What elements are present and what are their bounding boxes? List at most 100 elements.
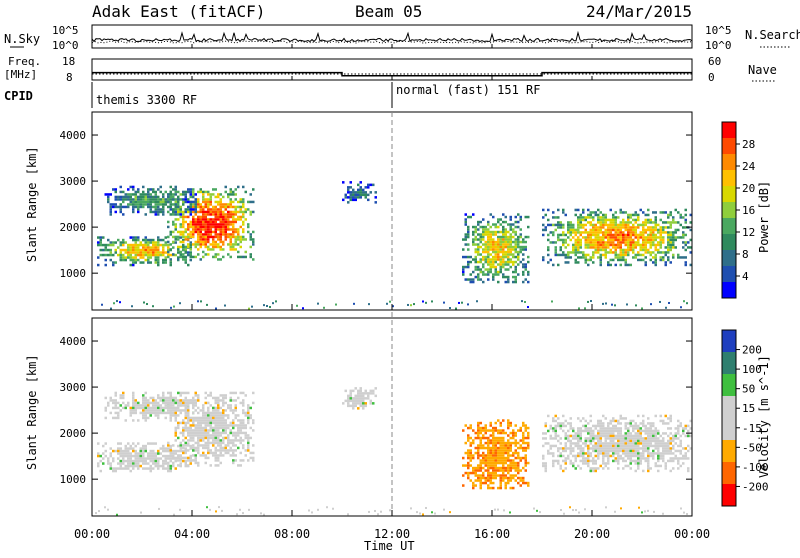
data-cell (624, 464, 627, 468)
data-cell (184, 190, 187, 194)
data-cell (502, 273, 505, 276)
data-cell (494, 230, 497, 234)
data-cell (202, 193, 205, 196)
data-cell (227, 406, 230, 410)
data-cell (577, 238, 580, 242)
data-cell (137, 246, 140, 249)
data-cell (627, 251, 630, 254)
data-cell (564, 424, 567, 428)
data-cell (579, 246, 582, 249)
data-cell (104, 454, 107, 458)
data-cell (152, 396, 155, 400)
data-cell (622, 444, 625, 448)
data-cell (249, 245, 252, 249)
data-cell (647, 462, 650, 465)
data-cell (124, 198, 127, 201)
data-cell (342, 181, 345, 184)
data-cell (154, 248, 157, 252)
data-cell (569, 223, 572, 227)
data-cell (624, 459, 627, 463)
data-cell (494, 258, 497, 261)
data-cell (359, 186, 362, 189)
data-cell (119, 241, 122, 244)
data-cell (509, 469, 512, 472)
data-cell (187, 416, 190, 420)
data-cell (174, 241, 177, 244)
data-cell (499, 466, 502, 470)
data-cell (499, 250, 502, 254)
data-cell (119, 253, 122, 257)
data-cell (477, 275, 480, 279)
data-cell (344, 193, 347, 197)
data-cell (509, 225, 512, 229)
data-cell (619, 221, 622, 224)
data-cell (484, 461, 487, 465)
data-cell (237, 230, 240, 234)
data-cell (602, 422, 605, 425)
data-cell (614, 248, 617, 252)
data-cell (574, 213, 577, 217)
clutter-cell (221, 509, 223, 512)
data-cell (174, 190, 177, 194)
data-cell (569, 439, 572, 443)
data-cell (204, 444, 207, 447)
data-cell (622, 437, 625, 440)
data-cell (669, 469, 672, 473)
data-cell (134, 406, 137, 410)
data-cell (359, 397, 362, 400)
data-cell (482, 263, 485, 266)
data-cell (504, 481, 507, 485)
data-cell (499, 449, 502, 452)
noise-right-label: N.Search (745, 28, 800, 42)
data-cell (217, 449, 220, 452)
data-cell (524, 268, 527, 271)
data-cell (599, 228, 602, 232)
data-cell (174, 396, 177, 400)
data-cell (607, 467, 610, 470)
data-cell (119, 208, 122, 211)
data-cell (229, 198, 232, 201)
data-cell (612, 437, 615, 440)
data-cell (204, 243, 207, 246)
data-cell (152, 253, 155, 257)
data-cell (232, 223, 235, 226)
data-cell (102, 243, 105, 247)
clutter-cell (626, 303, 628, 306)
data-cell (617, 258, 620, 262)
data-cell (197, 419, 200, 422)
data-cell (207, 444, 210, 447)
data-cell (652, 444, 655, 448)
data-cell (522, 446, 525, 450)
data-cell (509, 441, 512, 445)
data-cell (222, 220, 225, 224)
clutter-cell (179, 508, 181, 511)
data-cell (477, 474, 480, 477)
data-cell (624, 258, 627, 262)
data-cell (104, 416, 107, 420)
data-cell (562, 241, 565, 244)
data-cell (147, 457, 150, 460)
data-cell (514, 449, 517, 452)
data-cell (179, 253, 182, 256)
data-cell (247, 436, 250, 440)
data-cell (217, 258, 220, 261)
data-cell (624, 243, 627, 247)
data-cell (239, 419, 242, 422)
data-cell (632, 243, 635, 247)
data-cell (594, 223, 597, 227)
data-cell (187, 235, 190, 239)
data-cell (552, 263, 555, 267)
data-cell (492, 431, 495, 435)
data-cell (232, 235, 235, 239)
data-cell (642, 449, 645, 453)
data-cell (177, 195, 180, 199)
data-cell (634, 228, 637, 232)
data-cell (617, 447, 620, 450)
data-cell (462, 268, 465, 271)
data-cell (164, 462, 167, 465)
data-cell (202, 205, 205, 209)
data-cell (119, 256, 122, 259)
data-cell (227, 193, 230, 196)
data-cell (232, 444, 235, 447)
data-cell (652, 243, 655, 247)
